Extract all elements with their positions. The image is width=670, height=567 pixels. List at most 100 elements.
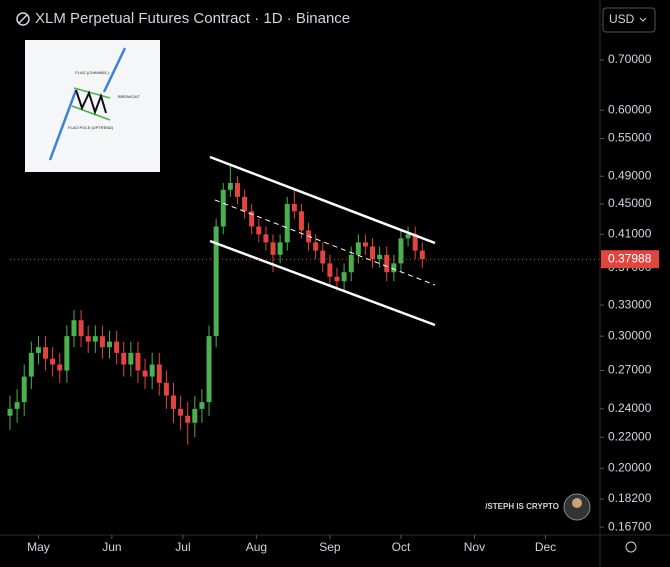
- y-tick-label: 0.33000: [608, 297, 652, 311]
- candle-body: [405, 234, 411, 239]
- x-tick-label: May: [27, 540, 50, 554]
- channel-lower: [209, 239, 436, 327]
- avatar: [572, 498, 582, 508]
- candle-body: [128, 352, 134, 365]
- inset-flag-top: [73, 87, 111, 99]
- last-price-label: 0.37988: [608, 251, 652, 265]
- y-tick-label: 0.55000: [608, 131, 652, 145]
- candle-body: [220, 189, 226, 227]
- candle-body: [107, 341, 113, 348]
- candle-body: [114, 341, 120, 353]
- candle-body: [170, 395, 176, 409]
- candle-body: [178, 408, 184, 416]
- x-tick-label: Jul: [175, 540, 190, 554]
- channel-mid: [214, 199, 436, 286]
- inset-label: FLAG POLE (UPTREND): [68, 125, 114, 130]
- inset-pole: [48, 89, 78, 161]
- inset-flag-bottom: [71, 105, 111, 121]
- settings-button[interactable]: [625, 541, 637, 553]
- plot-area: [7, 163, 425, 445]
- y-tick-label: 0.41000: [608, 226, 652, 240]
- x-tick-label: Sep: [319, 540, 341, 554]
- candle-body: [242, 196, 248, 212]
- candle-body: [35, 347, 41, 353]
- candle-body: [64, 336, 70, 371]
- candle-body: [206, 336, 212, 403]
- candle-body: [384, 254, 390, 273]
- candle-body: [57, 364, 63, 371]
- x-tick-label: Dec: [535, 540, 556, 554]
- y-tick-label: 0.20000: [608, 460, 652, 474]
- candle-body: [21, 376, 27, 403]
- currency-label[interactable]: USD: [609, 12, 635, 26]
- candle-body: [341, 272, 347, 282]
- candle-body: [213, 226, 219, 337]
- inset-breakout: [102, 47, 127, 93]
- candle-body: [249, 211, 255, 227]
- y-tick-label: 0.49000: [608, 168, 652, 182]
- candle-body: [291, 203, 297, 212]
- y-tick-label: 0.60000: [608, 102, 652, 116]
- candle-body: [391, 263, 397, 273]
- y-tick-label: 0.27000: [608, 363, 652, 377]
- watermark: /STEPH IS CRYPTO: [485, 502, 559, 511]
- last-price-badge: [601, 250, 659, 269]
- candle-body: [370, 246, 376, 260]
- y-tick-label: 0.22000: [608, 429, 652, 443]
- y-tick-label: 0.18200: [608, 491, 652, 505]
- candle-body: [85, 336, 91, 342]
- y-tick-label: 0.45000: [608, 196, 652, 210]
- candle-body: [199, 402, 205, 409]
- candle-body: [78, 320, 84, 337]
- candle-body: [135, 352, 141, 371]
- candle-body: [227, 182, 233, 190]
- y-tick-label: 0.30000: [608, 328, 652, 342]
- x-tick-label: Jun: [102, 540, 121, 554]
- candle-body: [412, 234, 418, 251]
- candle-body: [234, 182, 240, 197]
- candle-body: [327, 263, 333, 277]
- symbol-icon: [18, 14, 28, 24]
- chart-title: XLM Perpetual Futures Contract · 1D · Bi…: [35, 10, 350, 27]
- candle-body: [419, 250, 425, 260]
- candle-body: [355, 242, 361, 255]
- candle-body: [284, 203, 290, 243]
- currency-select[interactable]: [602, 7, 656, 33]
- channel-upper: [209, 155, 436, 245]
- candle-body: [192, 408, 198, 423]
- candle-body: [99, 336, 105, 348]
- candle-body: [256, 226, 262, 235]
- candle-body: [163, 382, 169, 396]
- candle-body: [50, 358, 56, 365]
- candle-body: [156, 364, 162, 383]
- inset-flag: [75, 89, 107, 116]
- candle-body: [313, 242, 319, 251]
- dropdown-arrow[interactable]: [639, 17, 647, 22]
- candle-body: [185, 415, 191, 423]
- candle-body: [334, 276, 340, 282]
- candle-body: [7, 408, 13, 416]
- candle-body: [92, 336, 98, 342]
- candle-body: [377, 254, 383, 260]
- x-tick-label: Aug: [246, 540, 267, 554]
- candle-body: [277, 242, 283, 255]
- y-tick-label: 0.70000: [608, 52, 652, 66]
- candle-body: [149, 364, 155, 377]
- y-tick-label: 0.24000: [608, 401, 652, 415]
- candle-body: [71, 320, 77, 337]
- candle-body: [348, 254, 354, 273]
- inset-label: BREAKOUT: [118, 94, 141, 99]
- candle-body: [121, 352, 127, 365]
- symbol-icon: [16, 12, 30, 26]
- inset-label: FLAG (CHANNEL): [75, 70, 109, 75]
- candle-body: [43, 347, 49, 359]
- candle-body: [263, 234, 269, 243]
- x-tick-label: Oct: [392, 540, 411, 554]
- y-tick-label: 0.16700: [608, 519, 652, 533]
- candle-body: [320, 250, 326, 264]
- candle-body: [398, 238, 404, 264]
- x-tick-label: Nov: [464, 540, 485, 554]
- candle-body: [270, 242, 276, 255]
- candle-body: [28, 352, 34, 377]
